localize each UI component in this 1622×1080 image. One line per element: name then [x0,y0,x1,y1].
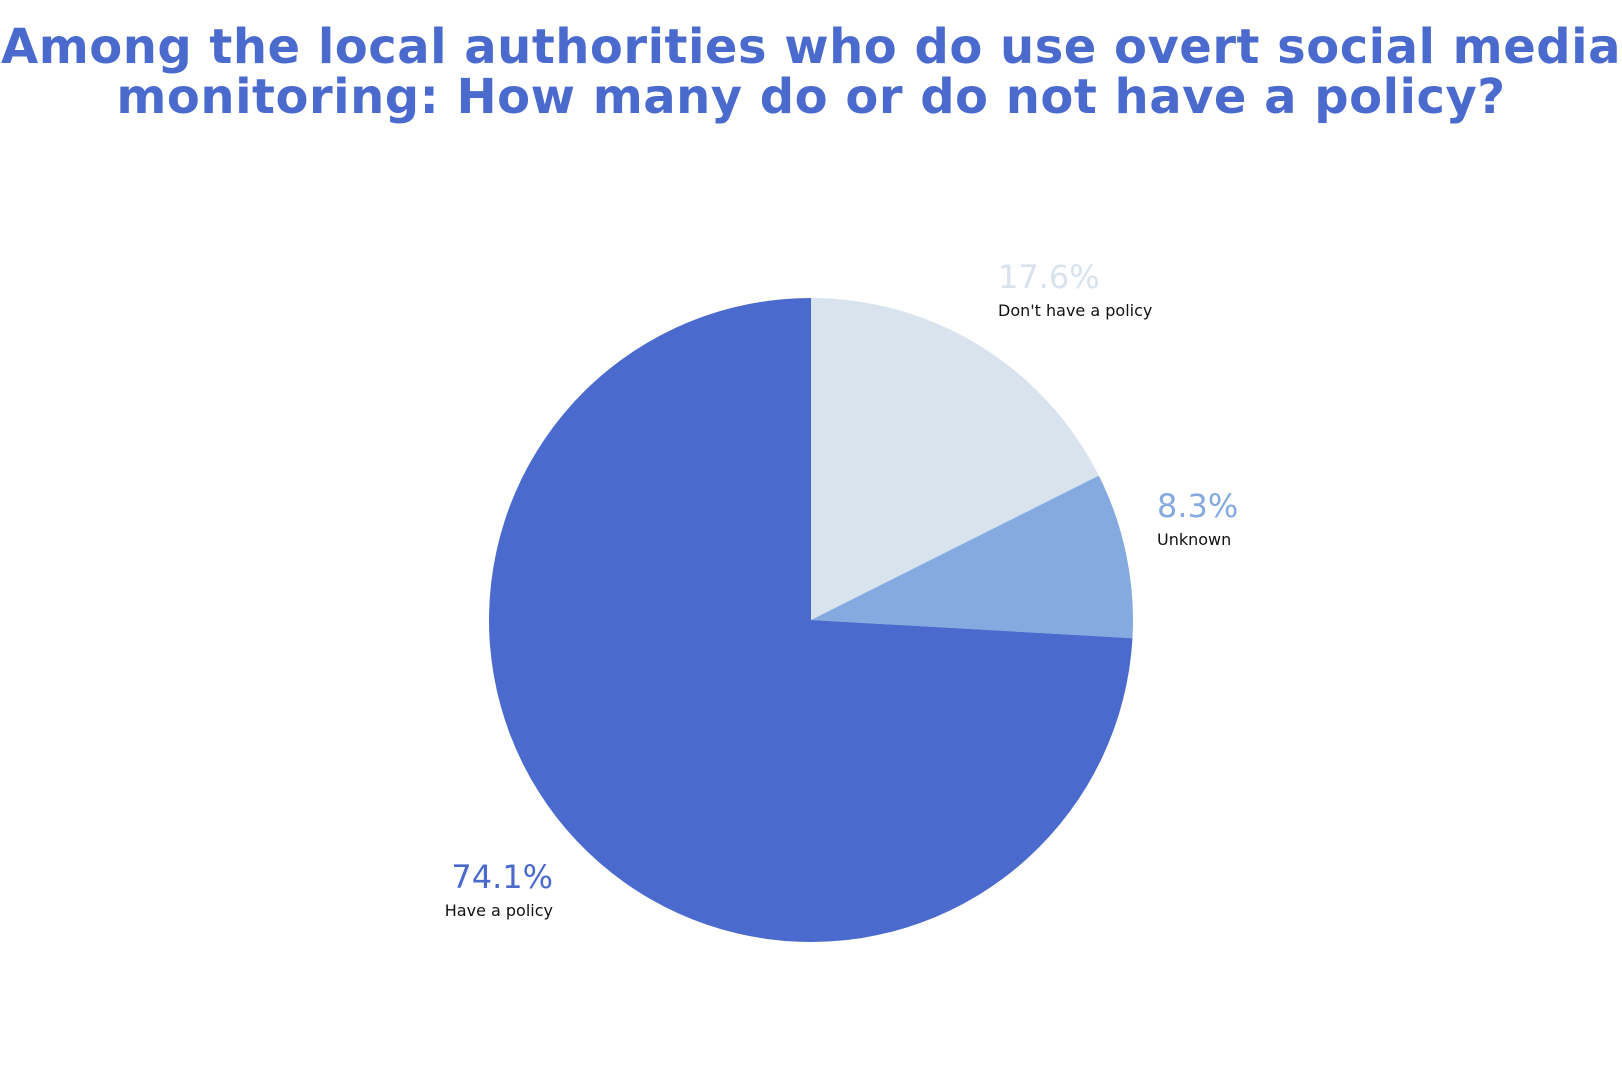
data-label-category: Have a policy [445,901,553,920]
chart-title: Among the local authorities who do use o… [1,19,1621,125]
data-label-category: Don't have a policy [998,301,1152,320]
data-label-value: 17.6% [998,258,1100,296]
pie-slice-have-a-policy [488,298,1133,943]
pie-slice-don-t-have-a-policy [811,298,1099,620]
data-label-category: Unknown [1157,530,1231,549]
data-label-value: 8.3% [1157,487,1238,525]
data-label-value: 74.1% [451,858,553,896]
pie-slice-unknown [811,475,1133,639]
